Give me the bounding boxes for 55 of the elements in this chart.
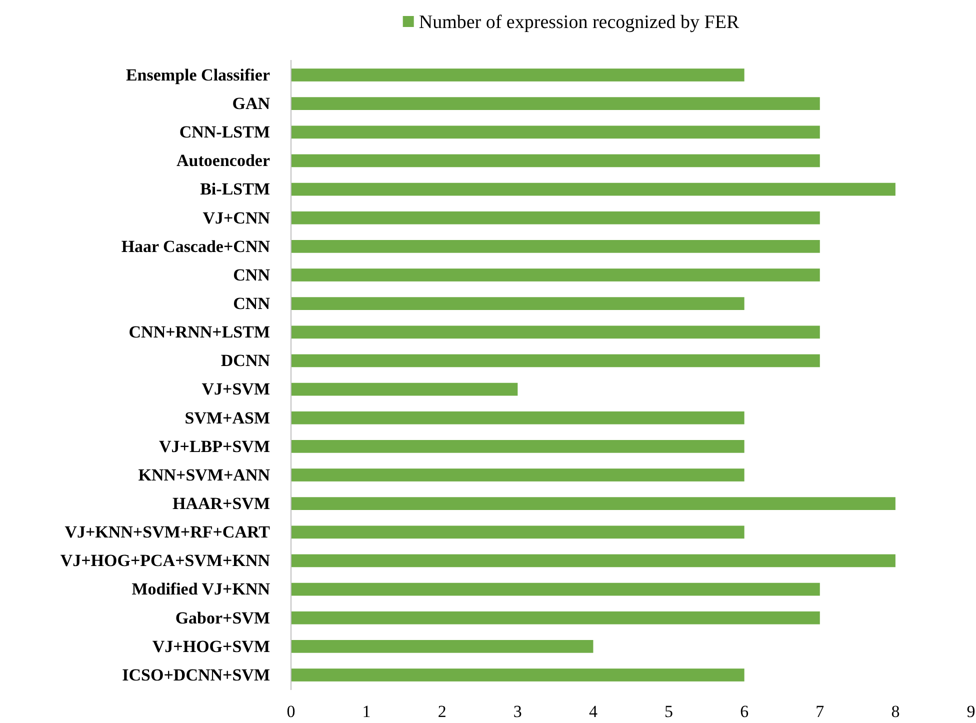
y-tick-label: VJ+LBP+SVM [159, 436, 270, 456]
y-tick-label: Bi-LSTM [200, 180, 270, 199]
x-tick-label: 3 [513, 702, 522, 722]
x-tick-label: 7 [816, 702, 825, 722]
bar [291, 411, 744, 424]
y-tick-label: VJ+KNN+SVM+RF+CART [64, 522, 271, 542]
bar [291, 582, 820, 596]
x-tick-label: 4 [588, 702, 598, 722]
x-tick-label: 1 [362, 702, 371, 722]
y-tick-label: Ensemple Classifier [126, 65, 270, 84]
bar [291, 326, 820, 339]
x-tick-label: 6 [740, 702, 749, 722]
y-tick-label: Autoencoder [176, 151, 270, 170]
y-tick-label: DCNN [220, 351, 271, 370]
bar [291, 97, 820, 110]
bar [291, 354, 820, 368]
x-tick-label: 8 [891, 702, 900, 722]
y-tick-label: Modified VJ+KNN [132, 580, 271, 599]
y-tick-label: VJ+SVM [202, 380, 270, 399]
y-tick-label: CNN [233, 294, 271, 314]
y-tick-label: VJ+HOG+PCA+SVM+KNN [60, 551, 271, 570]
bar [291, 554, 896, 568]
bar [291, 526, 744, 539]
bar [291, 182, 896, 196]
bar [291, 268, 820, 282]
bar [291, 297, 744, 310]
bar [291, 382, 518, 396]
y-tick-label: VJ+CNN [202, 208, 271, 228]
bar [291, 440, 744, 453]
bar [291, 497, 896, 510]
bar [291, 640, 594, 653]
y-tick-label: Gabor+SVM [175, 608, 270, 628]
x-tick-label: 2 [438, 702, 446, 722]
legend-label: Number of expression recognized by FER [418, 12, 740, 33]
y-tick-label: KNN+SVM+ANN [138, 465, 271, 484]
bar [291, 611, 820, 624]
bar [291, 211, 820, 224]
y-tick-label: CNN [233, 265, 271, 284]
x-tick-label: 0 [286, 702, 296, 722]
y-tick-label: VJ+HOG+SVM [152, 636, 270, 656]
x-tick-label: 9 [966, 702, 976, 722]
bar [291, 154, 820, 168]
y-tick-label: GAN [232, 94, 271, 114]
x-tick-label: 5 [664, 702, 674, 722]
y-tick-label: ICSO+DCNN+SVM [122, 665, 270, 684]
y-tick-label: HAAR+SVM [172, 494, 270, 514]
y-tick-label: CNN-LSTM [179, 122, 270, 142]
bar [291, 68, 744, 82]
y-tick-label: CNN+RNN+LSTM [128, 322, 270, 342]
bar [291, 240, 820, 253]
bar [291, 126, 820, 139]
y-tick-label: SVM+ASM [184, 408, 270, 428]
bar [291, 668, 744, 682]
bar [291, 468, 744, 482]
y-tick-label: Haar Cascade+CNN [121, 236, 271, 256]
